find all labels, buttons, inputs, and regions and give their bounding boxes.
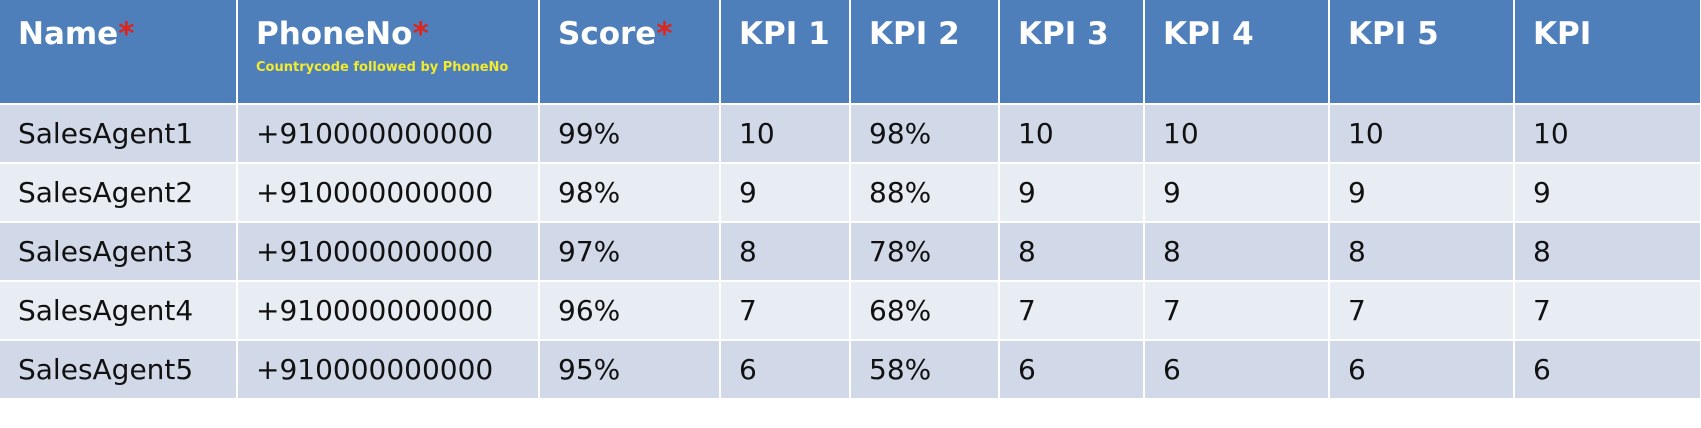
header-kpi-3: KPI 3 xyxy=(999,0,1145,105)
header-kpi: KPI xyxy=(1514,0,1701,105)
cell-score: 98% xyxy=(539,163,721,223)
cell-kpi-4: 9 xyxy=(1144,163,1330,223)
required-mark: * xyxy=(656,16,673,52)
cell-score: 95% xyxy=(539,340,721,400)
header-label: KPI 3 xyxy=(1018,16,1109,52)
required-mark: * xyxy=(118,16,135,52)
cell-name: SalesAgent1 xyxy=(0,104,238,164)
cell-name: SalesAgent5 xyxy=(0,340,238,400)
cell-phoneno: +910000000000 xyxy=(237,222,540,282)
cell-kpi-2: 88% xyxy=(850,163,1000,223)
cell-name: SalesAgent4 xyxy=(0,281,238,341)
table-row: SalesAgent4 +910000000000 96% 7 68% 7 7 … xyxy=(0,281,1701,341)
table-row: SalesAgent2 +910000000000 98% 9 88% 9 9 … xyxy=(0,163,1701,223)
cell-phoneno: +910000000000 xyxy=(237,340,540,400)
cell-kpi-1: 10 xyxy=(720,104,851,164)
header-note: Countrycode followed by PhoneNo xyxy=(256,60,509,75)
table-row: SalesAgent5 +910000000000 95% 6 58% 6 6 … xyxy=(0,340,1701,400)
cell-kpi-1: 7 xyxy=(720,281,851,341)
header-label: Name xyxy=(18,16,119,52)
cell-phoneno: +910000000000 xyxy=(237,163,540,223)
cell-phoneno: +910000000000 xyxy=(237,104,540,164)
cell-kpi: 8 xyxy=(1514,222,1701,282)
cell-kpi-3: 7 xyxy=(999,281,1145,341)
cell-kpi-5: 10 xyxy=(1329,104,1515,164)
cell-kpi-1: 6 xyxy=(720,340,851,400)
header-kpi-1: KPI 1 xyxy=(720,0,851,105)
cell-kpi-4: 6 xyxy=(1144,340,1330,400)
cell-score: 99% xyxy=(539,104,721,164)
cell-kpi-1: 8 xyxy=(720,222,851,282)
required-mark: * xyxy=(412,16,429,52)
header-label: KPI 4 xyxy=(1163,16,1254,52)
cell-kpi-3: 8 xyxy=(999,222,1145,282)
cell-score: 97% xyxy=(539,222,721,282)
cell-kpi-3: 10 xyxy=(999,104,1145,164)
header-kpi-2: KPI 2 xyxy=(850,0,1000,105)
cell-kpi-4: 7 xyxy=(1144,281,1330,341)
header-kpi-5: KPI 5 xyxy=(1329,0,1515,105)
table-row: SalesAgent3 +910000000000 97% 8 78% 8 8 … xyxy=(0,222,1701,282)
header-label: PhoneNo xyxy=(256,16,413,52)
agent-kpi-table-container: Name* PhoneNo* Countrycode followed by Ph… xyxy=(0,0,1701,400)
cell-phoneno: +910000000000 xyxy=(237,281,540,341)
agent-kpi-table: Name* PhoneNo* Countrycode followed by Ph… xyxy=(0,0,1701,400)
header-score: Score* xyxy=(539,0,721,105)
cell-name: SalesAgent3 xyxy=(0,222,238,282)
cell-kpi-4: 8 xyxy=(1144,222,1330,282)
cell-kpi-2: 98% xyxy=(850,104,1000,164)
cell-kpi: 9 xyxy=(1514,163,1701,223)
cell-kpi-5: 8 xyxy=(1329,222,1515,282)
header-name: Name* xyxy=(0,0,238,105)
cell-kpi-5: 7 xyxy=(1329,281,1515,341)
cell-name: SalesAgent2 xyxy=(0,163,238,223)
header-label: Score xyxy=(558,16,657,52)
cell-kpi-4: 10 xyxy=(1144,104,1330,164)
cell-kpi: 10 xyxy=(1514,104,1701,164)
cell-kpi-1: 9 xyxy=(720,163,851,223)
cell-kpi-5: 6 xyxy=(1329,340,1515,400)
header-label: KPI 5 xyxy=(1348,16,1439,52)
cell-kpi-3: 6 xyxy=(999,340,1145,400)
header-kpi-4: KPI 4 xyxy=(1144,0,1330,105)
header-phoneno: PhoneNo* Countrycode followed by PhoneNo xyxy=(237,0,540,105)
cell-kpi-3: 9 xyxy=(999,163,1145,223)
cell-kpi-2: 68% xyxy=(850,281,1000,341)
cell-kpi: 6 xyxy=(1514,340,1701,400)
header-label: KPI 2 xyxy=(869,16,960,52)
header-label: KPI 1 xyxy=(739,16,830,52)
cell-kpi-2: 58% xyxy=(850,340,1000,400)
table-row: SalesAgent1 +910000000000 99% 10 98% 10 … xyxy=(0,104,1701,164)
header-row: Name* PhoneNo* Countrycode followed by Ph… xyxy=(0,0,1701,105)
cell-kpi: 7 xyxy=(1514,281,1701,341)
header-label: KPI xyxy=(1533,16,1592,52)
cell-kpi-2: 78% xyxy=(850,222,1000,282)
cell-score: 96% xyxy=(539,281,721,341)
cell-kpi-5: 9 xyxy=(1329,163,1515,223)
